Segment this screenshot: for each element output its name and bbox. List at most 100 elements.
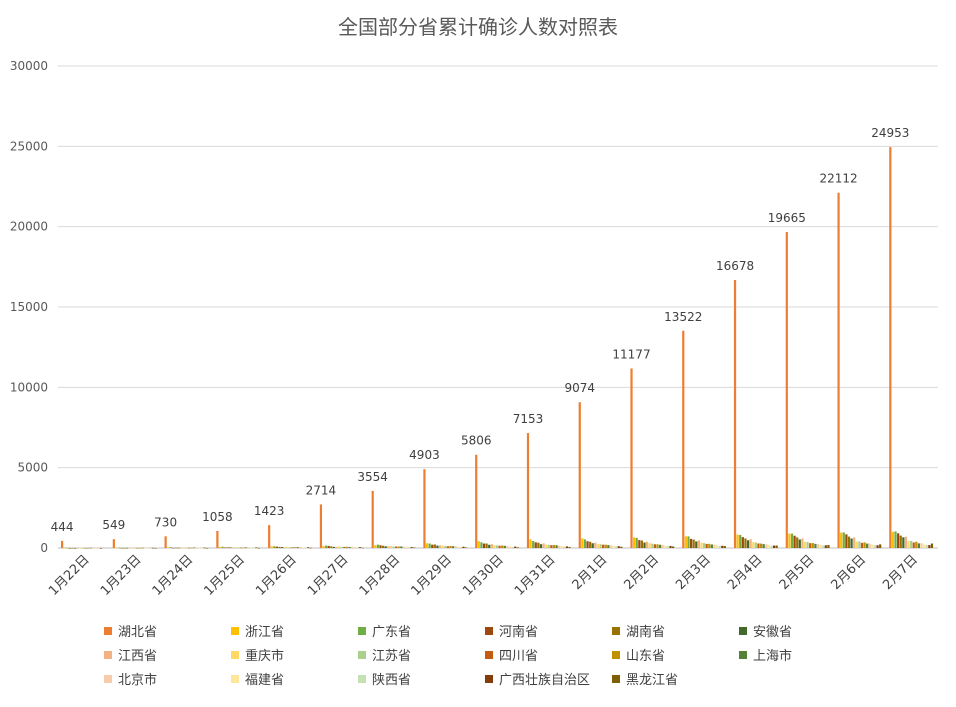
bar <box>912 542 915 548</box>
bar <box>187 547 191 549</box>
bar <box>436 545 439 548</box>
data-label: 444 <box>51 520 74 534</box>
bar <box>715 545 719 548</box>
bar <box>394 546 398 548</box>
bar <box>63 547 66 549</box>
bar <box>216 531 219 548</box>
bar <box>796 537 799 548</box>
y-tick-label: 20000 <box>10 220 48 234</box>
bar <box>612 545 615 548</box>
legend-label: 广东省 <box>372 625 411 640</box>
bar <box>746 540 750 548</box>
bar <box>532 540 535 548</box>
x-tick-label: 1月26日 <box>253 552 300 599</box>
bar <box>195 547 198 549</box>
bar <box>389 545 392 548</box>
x-tick-label: 1月28日 <box>357 552 404 599</box>
bar <box>482 543 486 548</box>
bar <box>700 542 703 548</box>
bar <box>705 543 708 548</box>
bar <box>270 546 273 548</box>
bar <box>762 544 765 548</box>
bar <box>643 542 646 548</box>
bar <box>92 547 95 549</box>
legend-swatch <box>104 651 112 659</box>
bar <box>198 547 201 549</box>
bar <box>845 534 848 548</box>
bar <box>759 543 763 548</box>
bar <box>379 545 382 548</box>
bar <box>925 545 928 548</box>
legend-item: 浙江省 <box>231 625 284 640</box>
legend-label: 黑龙江省 <box>626 673 678 688</box>
bar <box>136 547 139 549</box>
y-tick-label: 10000 <box>10 380 48 394</box>
bar <box>552 545 556 548</box>
bar <box>405 546 408 548</box>
bar <box>827 544 830 548</box>
bar <box>788 533 791 548</box>
bar <box>537 542 540 548</box>
bar <box>361 547 364 549</box>
bar <box>741 537 744 548</box>
bar <box>229 547 232 548</box>
bar <box>822 545 825 548</box>
bar <box>433 544 436 548</box>
bar <box>910 540 913 548</box>
bar <box>381 545 385 548</box>
bar <box>226 547 229 548</box>
bar <box>871 544 874 548</box>
bar <box>897 533 900 548</box>
bar <box>281 547 284 548</box>
bar <box>591 543 594 548</box>
bar <box>431 544 434 548</box>
data-label: 24953 <box>871 126 909 140</box>
bar <box>752 542 755 548</box>
bar <box>718 545 721 548</box>
bar <box>689 538 693 548</box>
legend-item: 安徽省 <box>739 625 792 640</box>
bar <box>692 539 695 548</box>
bar <box>928 545 931 548</box>
bar <box>904 536 908 548</box>
bar <box>824 545 827 548</box>
bar <box>578 402 581 548</box>
bar <box>586 541 589 548</box>
data-label: 5806 <box>461 434 492 448</box>
bar <box>112 539 115 548</box>
bar <box>459 547 462 548</box>
bar <box>868 543 871 548</box>
bar <box>860 542 864 548</box>
bar <box>190 547 193 549</box>
bar <box>224 547 227 549</box>
bar <box>902 537 905 548</box>
y-tick-label: 0 <box>40 541 48 555</box>
bar <box>858 541 861 548</box>
bar <box>444 545 447 548</box>
x-tick-label: 1月30日 <box>460 552 507 599</box>
bar <box>697 540 700 548</box>
bar <box>244 547 248 548</box>
bar <box>174 547 178 549</box>
bar <box>485 543 488 548</box>
bar <box>615 546 618 548</box>
bar <box>739 534 742 548</box>
bar <box>495 545 499 548</box>
bar <box>410 547 413 548</box>
y-tick-label: 25000 <box>10 139 48 153</box>
bar <box>400 546 403 548</box>
bar <box>322 545 325 548</box>
bar <box>894 531 897 548</box>
bar <box>125 547 128 549</box>
bar <box>61 540 64 548</box>
bar <box>790 533 794 548</box>
bar <box>242 547 245 549</box>
legend-item: 北京市 <box>104 672 157 688</box>
x-tick-label: 1月29日 <box>409 552 456 599</box>
data-label: 13522 <box>664 310 702 324</box>
bar <box>749 539 752 548</box>
bar <box>288 547 292 548</box>
bar <box>744 538 747 548</box>
legend-label: 北京市 <box>118 672 157 688</box>
bar <box>558 545 561 548</box>
